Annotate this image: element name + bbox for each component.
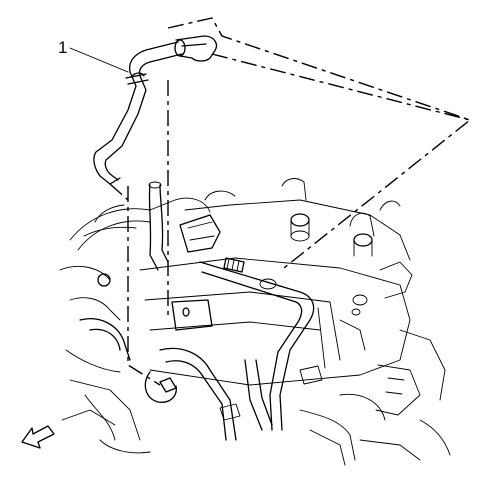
- callout-1: 1: [58, 38, 129, 73]
- alignment-lines: [109, 17, 472, 386]
- callout-number-1: 1: [58, 38, 67, 57]
- removed-hose: [93, 35, 218, 185]
- callout-1-leader: [69, 47, 129, 73]
- engine-assembly: [59, 178, 451, 466]
- front-view-arrow-icon: [21, 425, 55, 449]
